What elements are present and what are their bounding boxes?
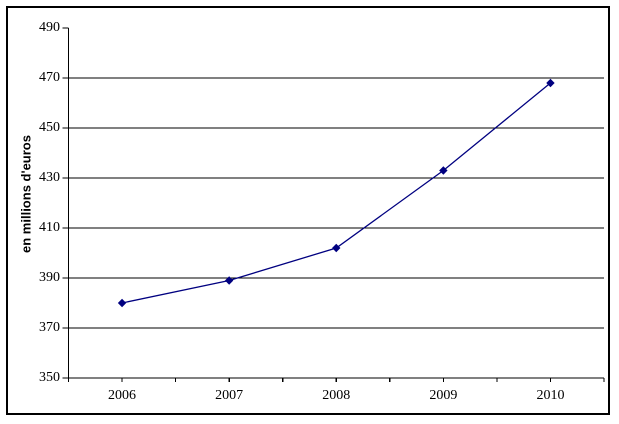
chart-border: [6, 6, 610, 415]
x-tick-label: 2006: [108, 388, 137, 403]
y-tick-label: 370: [39, 320, 60, 335]
x-tick-label: 2007: [215, 388, 244, 403]
y-tick-label: 350: [39, 370, 60, 385]
y-tick-label: 470: [39, 70, 60, 85]
data-point-marker: [224, 276, 234, 285]
y-tick-label: 430: [39, 170, 60, 185]
series-line: [121, 82, 551, 304]
y-tick-label: 450: [39, 120, 60, 135]
data-point-marker: [117, 298, 127, 308]
x-tick-label: 2010: [536, 388, 565, 403]
data-point-marker: [546, 78, 555, 88]
y-axis-title: en millions d'euros: [18, 135, 34, 253]
y-tick-label: 490: [39, 20, 60, 35]
y-tick-label: 390: [39, 270, 60, 285]
x-tick-label: 2008: [322, 388, 351, 403]
data-point-marker: [332, 243, 341, 253]
x-tick-label: 2009: [429, 388, 458, 403]
data-point-marker: [439, 166, 448, 175]
y-tick-label: 410: [39, 220, 60, 235]
